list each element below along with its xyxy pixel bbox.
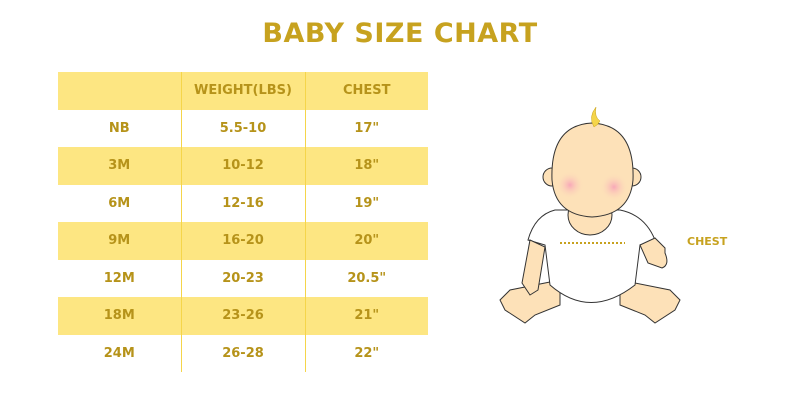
table-row: 3M 10-12 18" [58,147,428,185]
chest-cell: 22" [354,345,380,361]
weight-cell: 12-16 [180,184,306,222]
table-row: NB 5.5-10 17" [58,109,428,147]
size-cell: 6M [108,195,131,211]
chest-cell: 20.5" [347,270,387,286]
table-header: WEIGHT(LBS) CHEST [58,72,428,110]
weight-cell: 20-23 [180,259,306,297]
chest-cell: 20" [354,233,380,249]
header-weight: WEIGHT(LBS) [180,72,306,110]
header-chest: CHEST [342,83,391,99]
size-cell: 12M [103,270,135,286]
chest-cell: 19" [354,195,380,211]
table-row: 6M 12-16 19" [58,184,428,222]
size-cell: 9M [108,233,131,249]
size-cell: 18M [103,308,135,324]
chest-cell: 21" [354,308,380,324]
chest-cell: 18" [354,158,380,174]
chest-label: CHEST [687,235,728,248]
table-row: 9M 16-20 20" [58,222,428,260]
header-size [58,72,181,110]
chest-cell: 17" [354,120,380,136]
weight-cell: 16-20 [180,222,306,260]
size-table: WEIGHT(LBS) CHEST NB 5.5-10 17" 3M 10-12 18"… [58,72,428,372]
weight-cell: 5.5-10 [180,109,306,147]
table-row: 12M 20-23 20.5" [58,259,428,297]
size-cell: NB [108,120,130,136]
page-title: BABY SIZE CHART [262,18,538,49]
size-cell: 24M [103,345,135,361]
weight-cell: 23-26 [180,297,306,335]
table-row: 18M 23-26 21" [58,297,428,335]
baby-illustration [499,106,681,324]
size-cell: 3M [108,158,131,174]
table-row: 24M 26-28 22" [58,334,428,372]
weight-cell: 10-12 [180,147,306,185]
weight-cell: 26-28 [180,334,306,372]
